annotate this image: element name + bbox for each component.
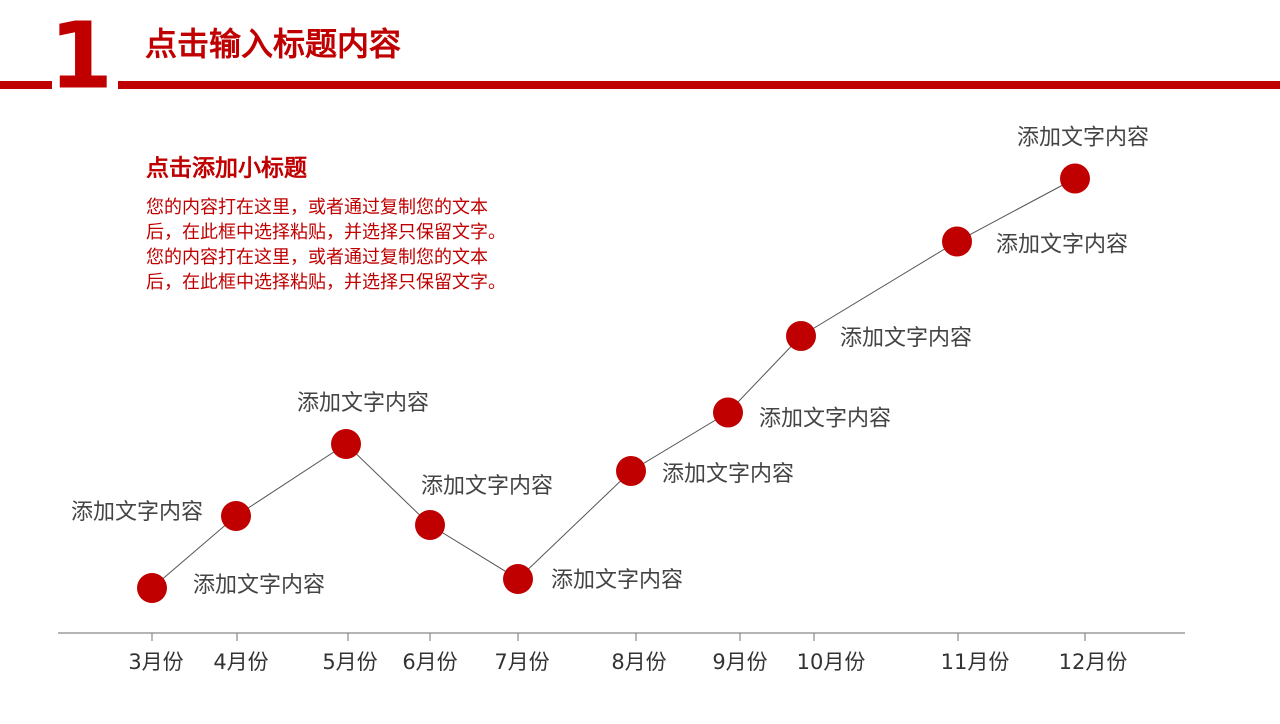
body-text: 后，在此框中选择粘贴，并选择只保留文字。	[146, 222, 506, 243]
point	[331, 429, 361, 459]
point	[137, 573, 167, 603]
point	[503, 564, 533, 594]
point-label: 添加文字内容	[759, 407, 891, 432]
point	[616, 456, 646, 486]
point	[786, 321, 816, 351]
x-tick-label: 11月份	[941, 650, 1010, 674]
x-tick-label: 4月份	[213, 650, 268, 674]
body-text: 您的内容打在这里，或者通过复制您的文本	[146, 197, 488, 218]
point	[415, 510, 445, 540]
subtitle: 点击添加小标题	[146, 156, 307, 182]
point-label: 添加文字内容	[421, 474, 553, 499]
point-label: 添加文字内容	[71, 500, 203, 525]
point-label: 添加文字内容	[551, 568, 683, 593]
point-label: 添加文字内容	[996, 233, 1128, 258]
x-tick-label: 9月份	[712, 650, 767, 674]
point	[942, 226, 972, 257]
point-label: 添加文字内容	[1017, 126, 1149, 151]
x-tick-label: 8月份	[611, 650, 666, 674]
x-tick-label: 7月份	[494, 650, 549, 674]
point-label: 添加文字内容	[297, 391, 429, 416]
body-text: 后，在此框中选择粘贴，并选择只保留文字。	[146, 272, 506, 293]
point	[221, 501, 251, 531]
point-label: 添加文字内容	[193, 573, 325, 598]
point-label: 添加文字内容	[662, 462, 794, 487]
header-bar-right	[118, 81, 1280, 89]
point-label: 添加文字内容	[840, 326, 972, 351]
line	[151, 178, 1076, 589]
body-text: 您的内容打在这里，或者通过复制您的文本	[146, 247, 488, 268]
x-tick-label: 10月份	[797, 650, 866, 674]
chart-title: 点击输入标题内容	[145, 25, 401, 63]
title-number: 1	[49, 2, 113, 109]
header-bar-left	[0, 81, 52, 89]
point	[1060, 163, 1090, 194]
point	[713, 397, 743, 428]
x-tick-label: 12月份	[1059, 650, 1128, 674]
x-tick-label: 3月份	[128, 650, 183, 674]
x-tick-label: 5月份	[322, 650, 377, 674]
x-tick-label: 6月份	[402, 650, 457, 674]
